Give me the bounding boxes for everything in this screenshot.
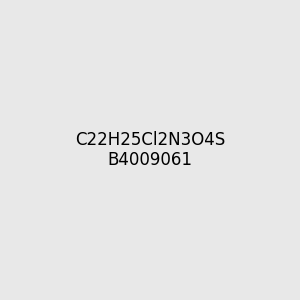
- Text: C22H25Cl2N3O4S
B4009061: C22H25Cl2N3O4S B4009061: [75, 130, 225, 170]
